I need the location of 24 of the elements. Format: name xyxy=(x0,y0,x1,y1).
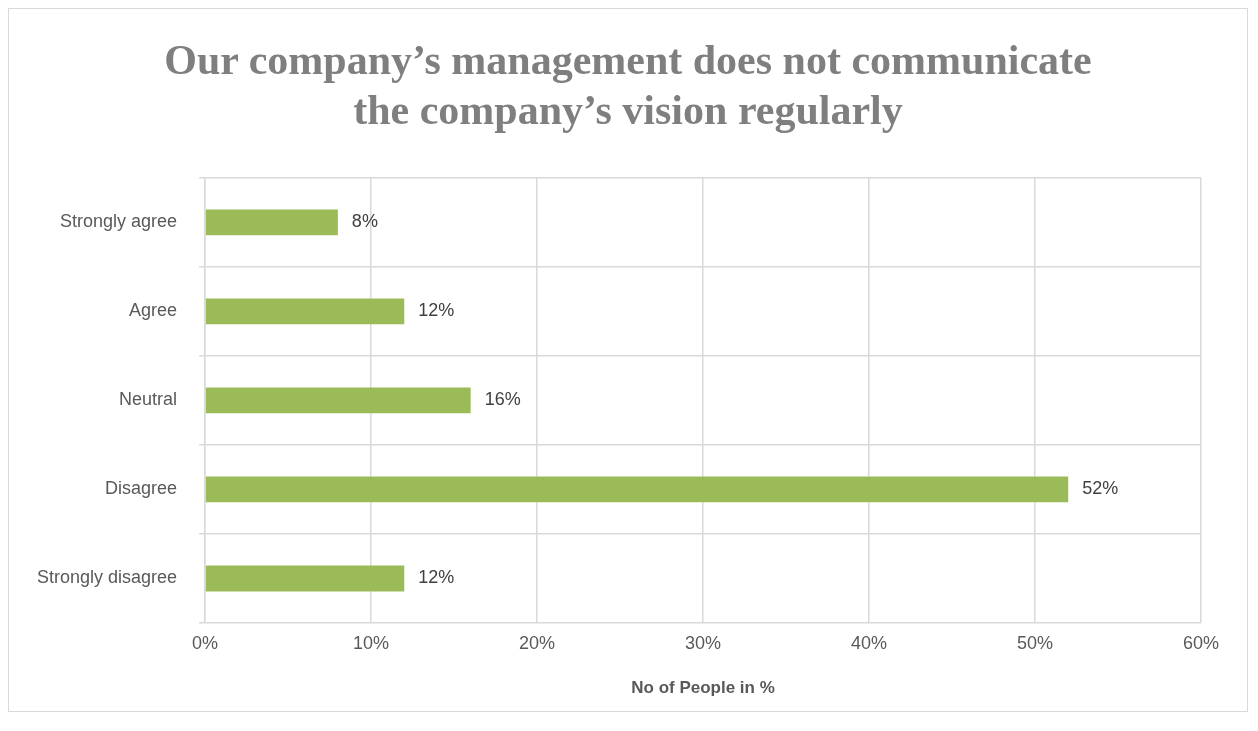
x-tick-label: 10% xyxy=(353,632,390,653)
data-label: 16% xyxy=(484,389,521,410)
data-label: 12% xyxy=(418,300,455,321)
y-tick-label: Strongly agree xyxy=(60,211,178,232)
bar xyxy=(205,209,338,236)
bar xyxy=(205,476,1069,503)
x-tick-label: 50% xyxy=(1017,632,1054,653)
x-tick-label: 20% xyxy=(519,632,556,653)
y-tick-label: Strongly disagree xyxy=(36,567,178,588)
x-tick-label: 40% xyxy=(851,632,888,653)
y-tick-label: Agree xyxy=(129,300,178,321)
x-tick-label: 30% xyxy=(685,632,722,653)
x-axis-title: No of People in % xyxy=(631,678,775,698)
data-label: 12% xyxy=(418,567,455,588)
y-tick-label: Neutral xyxy=(119,389,178,410)
bar xyxy=(205,298,405,325)
data-label: 8% xyxy=(351,211,378,232)
data-label: 52% xyxy=(1082,478,1119,499)
bar xyxy=(205,565,405,592)
bar xyxy=(205,387,471,414)
chart-title: Our company’s management does not communicate the company’s vision regularly xyxy=(163,36,1093,135)
x-tick-label: 60% xyxy=(1182,632,1220,653)
x-tick-label: 0% xyxy=(192,632,219,653)
y-tick-label: Disagree xyxy=(105,478,178,499)
